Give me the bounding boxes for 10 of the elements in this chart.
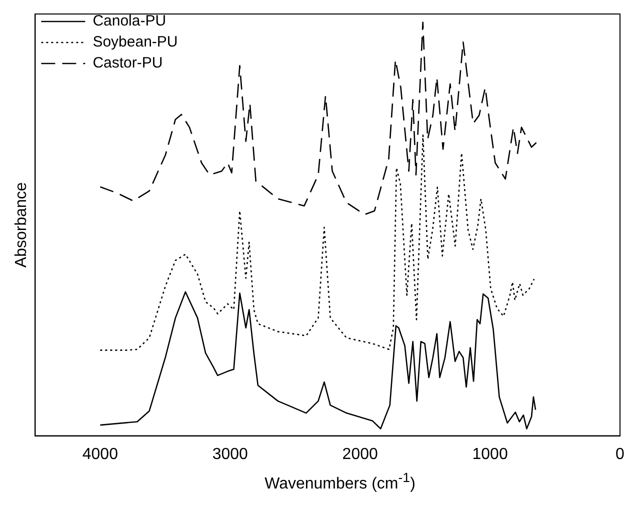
legend-label: Soybean-PU bbox=[92, 34, 178, 51]
y-axis-title: Absorbance bbox=[13, 182, 30, 268]
x-tick-label: 3000 bbox=[212, 446, 248, 463]
x-tick-label: 0 bbox=[616, 446, 625, 463]
x-tick-label: 2000 bbox=[342, 446, 378, 463]
x-axis-title: Wavenumbers (cm$^{-1}$) bbox=[264, 470, 416, 493]
legend-label: Castor-PU bbox=[92, 54, 163, 72]
legend-label: Canola-PU bbox=[92, 12, 166, 30]
x-tick-label: 4000 bbox=[82, 446, 118, 463]
x-tick-label: 1000 bbox=[472, 446, 508, 463]
